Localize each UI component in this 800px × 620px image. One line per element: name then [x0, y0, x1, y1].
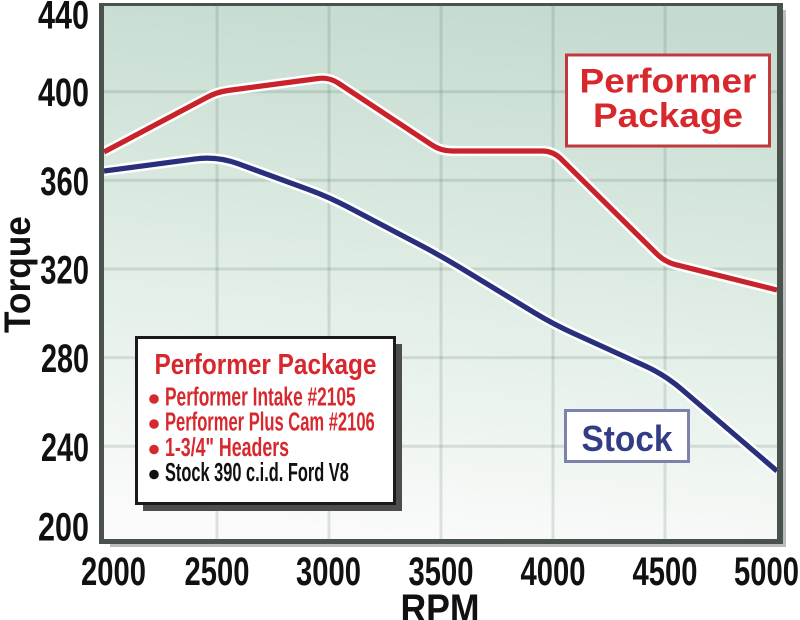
svg-text:200: 200 [38, 505, 89, 550]
svg-text:3500: 3500 [409, 550, 474, 595]
svg-text:Performer Plus Cam #2106: Performer Plus Cam #2106 [165, 407, 375, 437]
svg-text:400: 400 [38, 70, 89, 115]
svg-text:5000: 5000 [734, 550, 799, 595]
svg-text:320: 320 [40, 248, 89, 293]
svg-text:1-3/4" Headers: 1-3/4" Headers [165, 433, 289, 462]
svg-text:Performer Package: Performer Package [155, 348, 377, 380]
svg-text:280: 280 [41, 337, 89, 382]
svg-text:2000: 2000 [81, 550, 146, 595]
svg-text:2500: 2500 [185, 550, 250, 595]
svg-text:Stock: Stock [582, 420, 674, 459]
svg-text:Torque: Torque [0, 216, 38, 333]
svg-text:360: 360 [40, 159, 89, 204]
svg-text:4000: 4000 [521, 550, 586, 595]
svg-text:4500: 4500 [633, 550, 698, 595]
svg-text:3000: 3000 [296, 550, 361, 595]
svg-text:Performer: Performer [580, 62, 757, 100]
svg-text:Performer Intake #2105: Performer Intake #2105 [165, 382, 356, 411]
svg-text:240: 240 [41, 425, 89, 470]
svg-text:RPM: RPM [400, 587, 479, 620]
svg-text:440: 440 [38, 0, 89, 37]
svg-text:Stock 390 c.i.d. Ford V8: Stock 390 c.i.d. Ford V8 [165, 457, 349, 487]
svg-text:Package: Package [593, 96, 743, 134]
